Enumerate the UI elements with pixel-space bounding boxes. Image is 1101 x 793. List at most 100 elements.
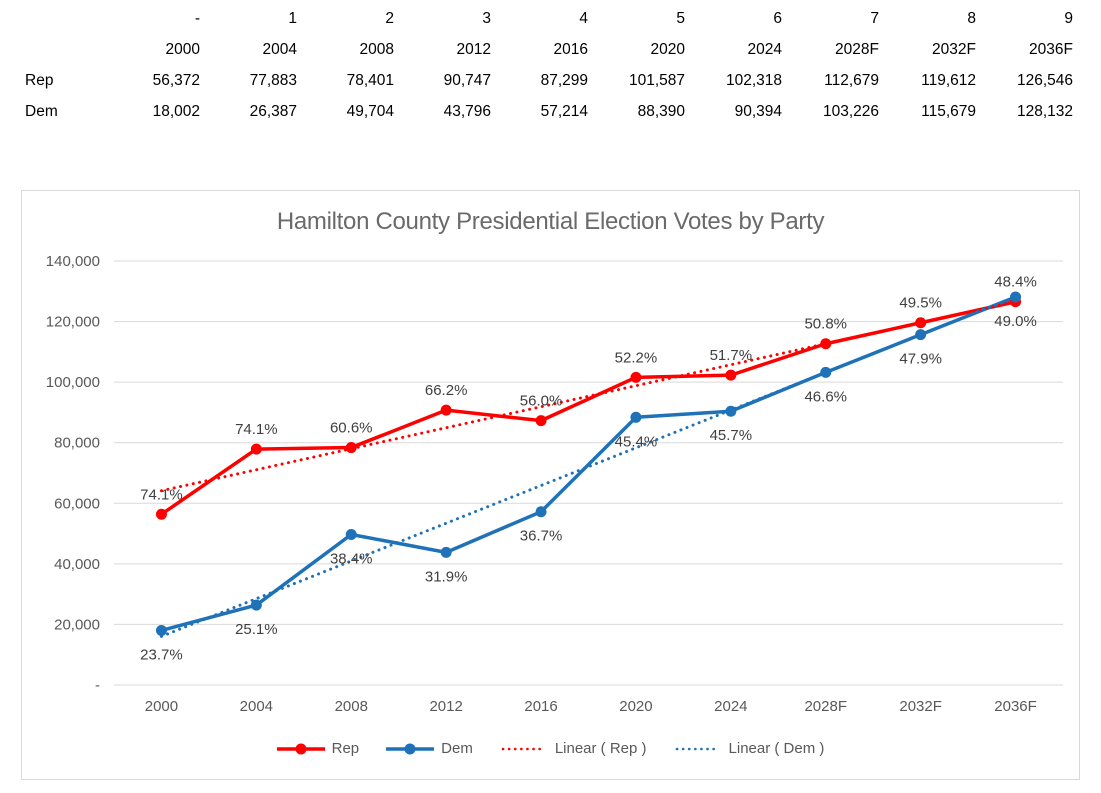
data-label-rep: 56.0%: [520, 393, 563, 410]
table-cell[interactable]: 43,796: [443, 103, 491, 120]
table-cell[interactable]: 4: [579, 10, 588, 27]
table-cell[interactable]: 2024: [747, 41, 782, 58]
x-axis-tick-label: 2024: [714, 698, 747, 715]
table-cell[interactable]: 78,401: [346, 72, 394, 89]
table-cell[interactable]: 2: [385, 10, 394, 27]
data-point-dem: [535, 506, 547, 518]
row-label-cell[interactable]: [25, 34, 103, 65]
y-axis-tick-label: 20,000: [54, 616, 100, 633]
data-point-dem: [1010, 291, 1022, 303]
table-cell[interactable]: 87,299: [540, 72, 588, 89]
x-axis-tick-label: 2036F: [994, 698, 1037, 715]
data-label-rep: 60.6%: [330, 420, 373, 437]
table-cell[interactable]: 57,214: [540, 103, 588, 120]
x-axis-tick-label: 2012: [429, 698, 462, 715]
table-cell[interactable]: 77,883: [249, 72, 297, 89]
data-point-rep: [820, 338, 832, 350]
legend-label: Linear ( Dem ): [728, 740, 825, 757]
table-cell[interactable]: 56,372: [152, 72, 200, 89]
table-cell[interactable]: 2020: [650, 41, 685, 58]
data-label-dem: 45.7%: [710, 427, 753, 444]
data-label-dem: 45.4%: [615, 433, 658, 450]
table-cell[interactable]: 7: [870, 10, 879, 27]
table-cell[interactable]: 26,387: [249, 103, 297, 120]
table-cell[interactable]: 2012: [456, 41, 491, 58]
table-cell[interactable]: 2000: [165, 41, 200, 58]
x-axis-tick-label: 2008: [335, 698, 368, 715]
data-label-dem: 23.7%: [140, 646, 183, 663]
data-label-rep: 49.5%: [899, 295, 942, 312]
y-axis-tick-label: 80,000: [54, 435, 100, 452]
data-label-rep: 52.2%: [615, 349, 658, 366]
legend-label: Dem: [441, 740, 473, 757]
trendline-dem: [159, 295, 1018, 638]
table-cell[interactable]: 2008: [359, 41, 394, 58]
y-axis-tick-label: 120,000: [46, 314, 100, 331]
data-label-dem: 31.9%: [425, 568, 468, 585]
table-cell[interactable]: 115,679: [921, 103, 976, 120]
table-cell[interactable]: 119,612: [921, 72, 976, 89]
table-cell[interactable]: -: [194, 10, 200, 27]
legend-item-dem: Dem: [386, 740, 473, 757]
data-label-rep: 74.1%: [140, 486, 183, 503]
data-label-dem: 49.0%: [994, 313, 1037, 330]
data-label-dem: 46.6%: [804, 388, 847, 405]
data-point-rep: [725, 369, 737, 381]
data-label-dem: 47.9%: [899, 351, 942, 368]
data-point-rep: [440, 404, 452, 416]
data-label-rep: 74.1%: [235, 421, 278, 438]
table-cell[interactable]: 2036F: [1029, 41, 1073, 58]
table-cell[interactable]: 112,679: [824, 72, 879, 89]
row-label-cell[interactable]: Dem: [25, 103, 58, 120]
data-point-rep: [345, 442, 357, 454]
table-cell[interactable]: 128,132: [1016, 103, 1073, 120]
table-cell[interactable]: 102,318: [725, 72, 782, 89]
table-cell[interactable]: 2004: [262, 41, 297, 58]
y-axis-tick-label: 40,000: [54, 556, 100, 573]
table-cell[interactable]: 88,390: [637, 103, 685, 120]
y-axis-tick-label: 140,000: [46, 253, 100, 270]
table-cell[interactable]: 18,002: [152, 103, 200, 120]
table-cell[interactable]: 6: [773, 10, 782, 27]
y-axis-tick-label: 60,000: [54, 495, 100, 512]
x-axis-tick-label: 2000: [145, 698, 178, 715]
table-cell[interactable]: 2032F: [932, 41, 976, 58]
chart-legend: Rep Dem Linear ( Rep ) Linear ( Dem ): [22, 740, 1079, 757]
series-line-dem: [159, 295, 1018, 633]
table-cell[interactable]: 8: [967, 10, 976, 27]
chart-object[interactable]: Hamilton County Presidential Election Vo…: [21, 190, 1080, 780]
table-cell[interactable]: 2028F: [835, 41, 879, 58]
data-table: - 1 2 3 4 5 6 7 8 9 2000 2004 2008 2012 2016 2020 2024 20…: [25, 3, 1073, 127]
y-axis-tick-label: -: [95, 677, 100, 694]
legend-line-marker-icon: [276, 743, 325, 754]
legend-item-linear-rep: Linear ( Rep ): [500, 740, 647, 757]
legend-line-marker-icon: [386, 743, 435, 754]
chart-title: Hamilton County Presidential Election Vo…: [276, 208, 825, 235]
table-cell[interactable]: 9: [1064, 10, 1073, 27]
data-point-dem: [630, 411, 642, 423]
data-label-rep: 51.7%: [710, 347, 753, 364]
legend-dotted-line-icon: [675, 747, 720, 750]
table-cell[interactable]: 90,747: [443, 72, 491, 89]
data-label-rep: 48.4%: [994, 274, 1037, 291]
x-axis-tick-label: 2028F: [804, 698, 847, 715]
row-label-cell[interactable]: Rep: [25, 72, 54, 89]
table-cell[interactable]: 3: [482, 10, 491, 27]
data-point-dem: [725, 405, 737, 417]
table-cell[interactable]: 90,394: [734, 103, 782, 120]
trendline-rep: [159, 300, 1018, 493]
data-point-dem: [155, 624, 167, 636]
data-point-dem: [820, 366, 832, 378]
table-cell[interactable]: 1: [288, 10, 297, 27]
table-cell[interactable]: 101,587: [628, 72, 685, 89]
row-label-cell[interactable]: [25, 3, 103, 34]
table-cell[interactable]: 5: [676, 10, 685, 27]
x-axis-tick-label: 2032F: [899, 698, 942, 715]
table-cell[interactable]: 103,226: [822, 103, 879, 120]
data-label-dem: 36.7%: [520, 528, 563, 545]
table-cell[interactable]: 49,704: [346, 103, 394, 120]
data-point-dem: [440, 546, 452, 558]
table-cell[interactable]: 126,546: [1016, 72, 1073, 89]
legend-label: Rep: [331, 740, 360, 757]
table-cell[interactable]: 2016: [553, 41, 588, 58]
